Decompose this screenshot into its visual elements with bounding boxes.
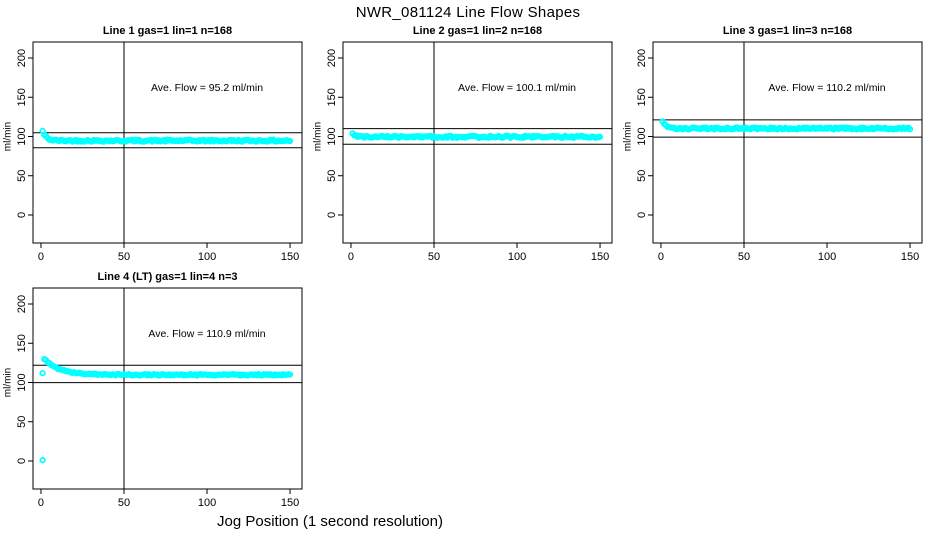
x-tick-label: 150 xyxy=(901,251,919,263)
y-tick-label: 0 xyxy=(16,458,28,464)
x-tick-label: 100 xyxy=(818,251,836,263)
y-tick-label: 0 xyxy=(16,212,28,218)
average-flow-annotation: Ave. Flow = 110.9 ml/min xyxy=(148,328,265,340)
data-point-outlier xyxy=(39,369,46,377)
data-point-outlier xyxy=(39,457,46,464)
panel-title: Line 3 gas=1 lin=3 n=168 xyxy=(723,25,852,37)
panel-title: Line 1 gas=1 lin=1 n=168 xyxy=(103,25,232,37)
x-tick-label: 50 xyxy=(118,251,130,263)
y-tick-label: 100 xyxy=(636,127,648,145)
plot-box xyxy=(342,41,613,244)
panel-line1-plot: Line 1 gas=1 lin=1 n=168 Ave. Flow = 95.2… xyxy=(3,25,303,263)
x-tick-label: 150 xyxy=(281,497,299,509)
y-tick-label: 100 xyxy=(326,127,338,145)
y-tick-label: 50 xyxy=(16,416,28,428)
panel-title: Line 4 (LT) gas=1 lin=4 n=3 xyxy=(97,271,237,283)
y-tick-label: 200 xyxy=(326,49,338,67)
average-flow-annotation: Ave. Flow = 95.2 ml/min xyxy=(151,82,263,94)
scatter-points xyxy=(39,355,294,464)
y-tick-label: 100 xyxy=(16,373,28,391)
x-tick-label: 0 xyxy=(38,497,44,509)
x-tick-label: 50 xyxy=(428,251,440,263)
x-tick-label: 50 xyxy=(118,497,130,509)
y-tick-label: 0 xyxy=(326,212,338,218)
x-tick-label: 100 xyxy=(508,251,526,263)
x-tick-label: 100 xyxy=(198,497,216,509)
y-tick-label: 150 xyxy=(16,334,28,352)
x-tick-label: 0 xyxy=(348,251,354,263)
y-axis-label: ml/min xyxy=(3,368,14,397)
y-tick-label: 200 xyxy=(636,49,648,67)
y-tick-label: 100 xyxy=(16,127,28,145)
data-point xyxy=(286,137,294,145)
x-tick-label: 50 xyxy=(738,251,750,263)
x-tick-label: 150 xyxy=(281,251,299,263)
y-tick-label: 150 xyxy=(326,88,338,106)
y-tick-label: 200 xyxy=(16,49,28,67)
y-tick-label: 50 xyxy=(326,170,338,182)
scatter-points xyxy=(39,127,294,145)
plot-box xyxy=(32,41,303,244)
average-flow-annotation: Ave. Flow = 100.1 ml/min xyxy=(458,82,576,94)
y-tick-label: 50 xyxy=(636,170,648,182)
x-tick-label: 0 xyxy=(658,251,664,263)
panel-line3-plot: Line 3 gas=1 lin=3 n=168 Ave. Flow = 110.… xyxy=(623,25,923,263)
y-axis-label: ml/min xyxy=(623,122,634,151)
average-flow-annotation: Ave. Flow = 110.2 ml/min xyxy=(768,82,885,94)
x-tick-label: 150 xyxy=(591,251,609,263)
y-tick-label: 200 xyxy=(16,295,28,313)
panel-line2-plot: Line 2 gas=1 lin=2 n=168 Ave. Flow = 100.… xyxy=(313,25,613,263)
y-axis-label: ml/min xyxy=(313,122,324,151)
x-axis-label: Jog Position (1 second resolution) xyxy=(217,513,443,530)
plot-box xyxy=(652,41,923,244)
data-point xyxy=(596,133,604,140)
panel-line4-plot: Line 4 (LT) gas=1 lin=4 n=3 Ave. Flow = 1… xyxy=(3,271,303,509)
plot-box xyxy=(32,287,303,490)
data-point xyxy=(906,126,914,133)
x-tick-label: 0 xyxy=(38,251,44,263)
y-tick-label: 150 xyxy=(16,88,28,106)
panel-title: Line 2 gas=1 lin=2 n=168 xyxy=(413,25,542,37)
scatter-points xyxy=(659,118,914,133)
data-point xyxy=(286,371,294,378)
scatter-points xyxy=(349,130,604,141)
x-tick-label: 100 xyxy=(198,251,216,263)
y-tick-label: 50 xyxy=(16,170,28,182)
chart-title: NWR_081124 Line Flow Shapes xyxy=(355,4,581,21)
y-tick-label: 0 xyxy=(636,212,648,218)
y-axis-label: ml/min xyxy=(3,122,14,151)
y-tick-label: 150 xyxy=(636,88,648,106)
